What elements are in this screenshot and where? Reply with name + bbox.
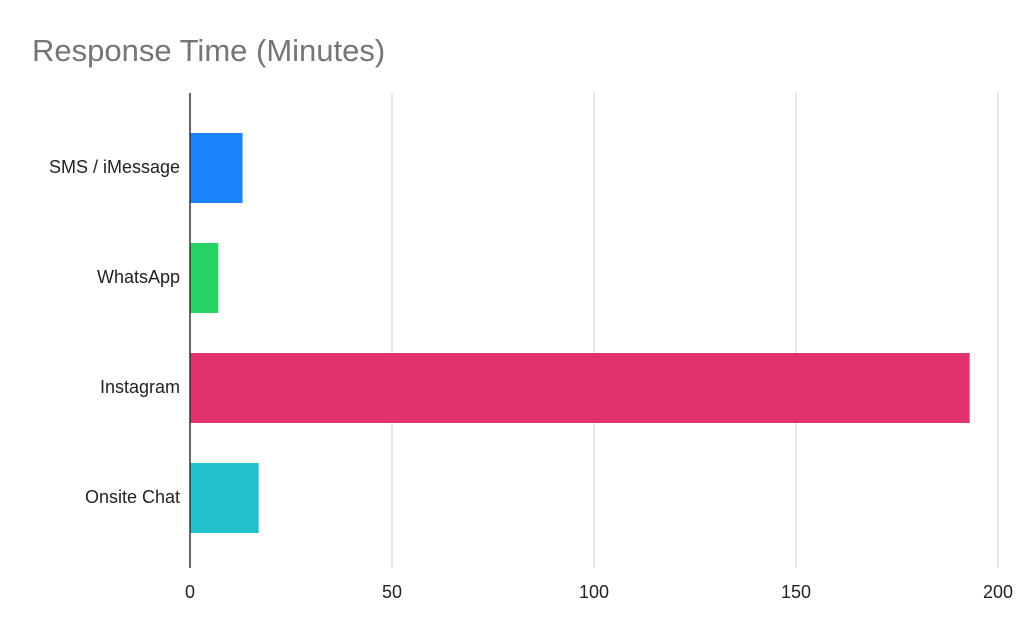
bar [190,353,970,423]
y-tick-label: WhatsApp [97,267,180,287]
bar [190,133,243,203]
bar [190,463,259,533]
chart-title: Response Time (Minutes) [32,33,385,68]
x-tick-label: 150 [781,582,811,602]
x-tick-label: 200 [983,582,1013,602]
y-tick-label: SMS / iMessage [49,157,180,177]
y-tick-label: Instagram [100,377,180,397]
y-tick-label: Onsite Chat [85,487,180,507]
bar [190,243,219,313]
x-tick-label: 50 [382,582,402,602]
x-tick-label: 0 [185,582,195,602]
x-tick-label: 100 [579,582,609,602]
